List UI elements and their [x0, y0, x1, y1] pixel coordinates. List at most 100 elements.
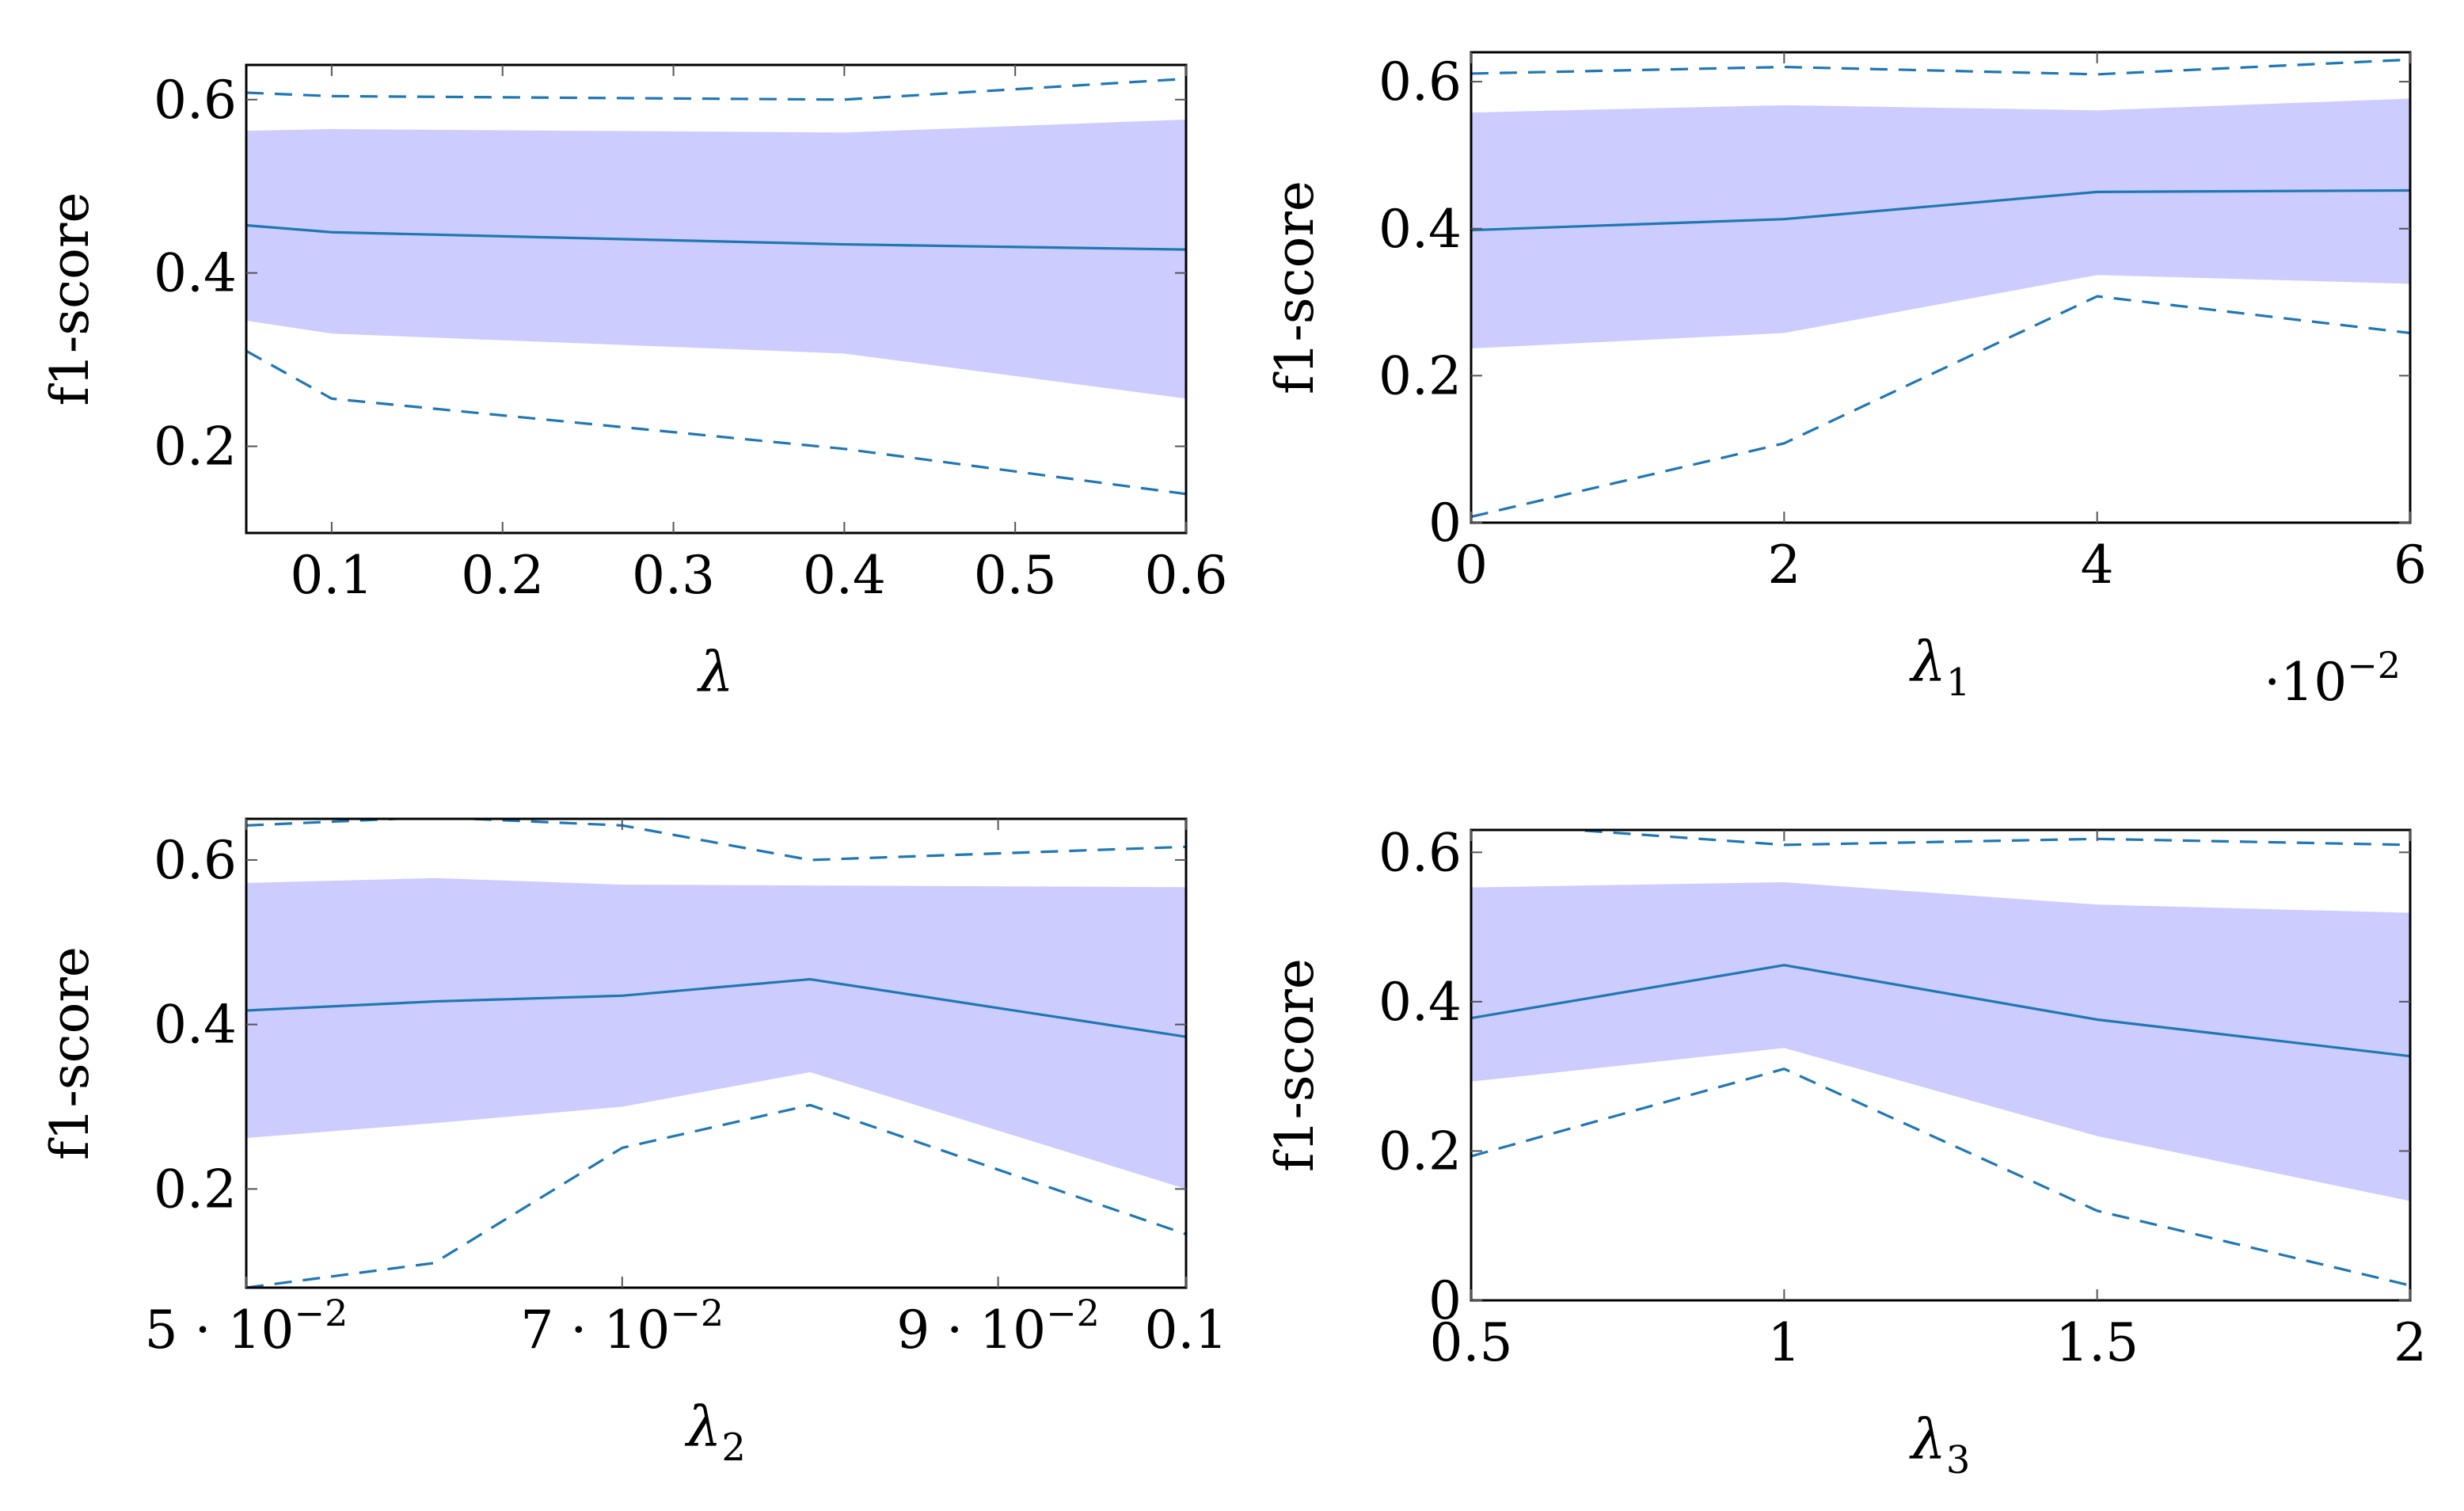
- plot-area: [1471, 830, 2410, 1287]
- x-axis-label-subscript: 2: [721, 1425, 746, 1470]
- axes-frame: [245, 63, 1188, 535]
- std-band: [1471, 882, 2410, 1201]
- y-tick-label: 0.4: [154, 995, 237, 1056]
- x-tick-label: 6: [2394, 535, 2427, 596]
- x-tick-label: 5 · 10−2: [145, 1292, 348, 1361]
- x-axis-exponent: ·10−2: [2264, 644, 2401, 713]
- y-tick-label: 0: [1428, 1270, 1462, 1331]
- x-axis-exponent-base: ·10: [2264, 652, 2347, 713]
- x-tick-label-text: 0.5: [974, 545, 1057, 606]
- subplots: 0.1 0.2 0.3 0.4 0.5 0.6 0.2 0.4 0.6 f1-score λ 0 2 4 6…: [40, 51, 2427, 1482]
- y-axis-label: f1-score: [1264, 958, 1325, 1172]
- x-tick-label-sup: −2: [670, 1292, 724, 1334]
- y-tick-label: 0.4: [1378, 199, 1462, 260]
- series-mean-line: [1471, 964, 2410, 1058]
- x-tick-label: 0.5: [1430, 1312, 1513, 1373]
- y-tick-label: 0.2: [1378, 1121, 1462, 1182]
- x-tick-label-text: 4: [2081, 535, 2114, 596]
- series-max-line: [1557, 830, 2410, 847]
- x-tick-label-text: 9 · 10: [896, 1300, 1046, 1361]
- x-tick-label: 1.5: [2055, 1312, 2139, 1373]
- series-min-line: [1471, 1068, 2410, 1287]
- y-tick-label: 0.4: [1378, 972, 1462, 1033]
- x-axis-label-symbol: λ: [684, 1395, 721, 1460]
- x-tick-label: 2: [1767, 535, 1800, 596]
- subplot-lambda1: 0 2 4 6 0 0.2 0.4 0.6 f1-score λ1 ·10−2: [1264, 51, 2427, 713]
- x-tick-label: 7 · 10−2: [520, 1292, 724, 1361]
- x-tick-label-text: 0.2: [461, 545, 544, 606]
- x-tick-label: 0: [1454, 535, 1488, 596]
- x-axis-label-subscript: 1: [1946, 660, 1971, 705]
- x-tick-label-sup: −2: [295, 1292, 348, 1334]
- std-band: [1471, 98, 2410, 349]
- x-axis-label: λ2: [684, 1395, 746, 1470]
- y-tick-label: 0.2: [154, 417, 237, 478]
- x-axis-label-symbol: λ: [1909, 630, 1946, 695]
- x-tick-label: 1: [1767, 1312, 1800, 1373]
- x-tick-label: 4: [2081, 535, 2114, 596]
- x-tick-label: 0.2: [461, 545, 544, 606]
- x-tick-label: 2: [2394, 1312, 2427, 1373]
- x-tick-label-sup: −2: [1046, 1292, 1100, 1334]
- x-tick-label-text: 0.4: [803, 545, 886, 606]
- x-axis-label: λ: [696, 640, 733, 705]
- series-min-line: [246, 349, 1186, 496]
- y-tick-label: 0.2: [1378, 345, 1462, 406]
- series-max-line: [246, 819, 1186, 862]
- y-tick-label: 0.6: [1378, 822, 1462, 883]
- y-axis-label: f1-score: [40, 192, 101, 406]
- x-tick-label-text: 6: [2394, 535, 2427, 596]
- axes-frame: [1470, 828, 2412, 1302]
- x-axis-exponent-power: −2: [2347, 644, 2401, 687]
- x-tick-label-text: 0: [1454, 535, 1488, 596]
- x-tick-label-text: 1.5: [2055, 1312, 2139, 1373]
- x-axis-label-symbol: λ: [1909, 1407, 1946, 1472]
- series-mean-line: [1471, 188, 2410, 232]
- x-tick-label-text: 0.3: [632, 545, 715, 606]
- x-tick-label-text: 0.1: [1145, 1300, 1228, 1361]
- x-tick-label: 0.1: [290, 545, 373, 606]
- y-axis-label: f1-score: [40, 946, 101, 1160]
- subplot-lambda2: 5 · 10−2 7 · 10−2 9 · 10−2 0.10.20.40.6f1-s…: [40, 817, 1227, 1470]
- subplot-lambda: 0.1 0.2 0.3 0.4 0.5 0.6 0.2 0.4 0.6 f1-score λ: [40, 63, 1228, 705]
- x-tick-label-text: 0.1: [290, 545, 373, 606]
- y-tick-label: 0.6: [154, 830, 237, 891]
- x-tick-label-text: 0.6: [1145, 545, 1228, 606]
- plot-area: [1471, 58, 2410, 519]
- x-axis-label-subscript: 3: [1946, 1438, 1971, 1482]
- x-tick-label: 0.6: [1145, 545, 1228, 606]
- x-tick-label-text: 7 · 10: [520, 1300, 670, 1361]
- series-max-line: [1471, 58, 2410, 76]
- plot-area: [246, 77, 1186, 496]
- x-tick-label: 0.4: [803, 545, 886, 606]
- x-axis-label: λ3: [1909, 1407, 1971, 1482]
- x-axis-label: λ1: [1909, 630, 1971, 705]
- x-tick-label: 9 · 10−2: [896, 1292, 1100, 1361]
- y-tick-label: 0.6: [154, 70, 237, 131]
- series-max-line: [246, 77, 1186, 101]
- x-tick-label-text: 1: [1767, 1312, 1800, 1373]
- y-tick-label: 0.4: [154, 243, 237, 304]
- x-tick-label-text: 2: [1767, 535, 1800, 596]
- series-min-line: [1471, 295, 2410, 519]
- subplot-lambda3: 0.5 1 1.5 2 0 0.2 0.4 0.6 f1-score λ3: [1264, 822, 2427, 1482]
- y-tick-label: 0.2: [154, 1159, 237, 1220]
- x-axis-label-symbol: λ: [696, 640, 733, 705]
- series-min-line: [246, 1103, 1186, 1288]
- x-tick-label: 0.5: [974, 545, 1057, 606]
- series-mean-line: [246, 977, 1186, 1038]
- plot-area: [246, 819, 1186, 1288]
- y-tick-label: 0: [1428, 493, 1462, 554]
- x-tick-label-text: 2: [2394, 1312, 2427, 1373]
- std-band: [246, 877, 1186, 1189]
- axes-frame: [1470, 51, 2412, 524]
- x-tick-label: 0.1: [1145, 1300, 1228, 1361]
- std-band: [246, 119, 1186, 399]
- x-tick-label-text: 5 · 10: [145, 1300, 295, 1361]
- y-axis-label: f1-score: [1264, 181, 1325, 394]
- x-tick-label-text: 0.5: [1430, 1312, 1513, 1373]
- y-tick-label: 0.6: [1378, 51, 1462, 112]
- series-mean-line: [246, 223, 1186, 251]
- axes-frame: [245, 817, 1188, 1289]
